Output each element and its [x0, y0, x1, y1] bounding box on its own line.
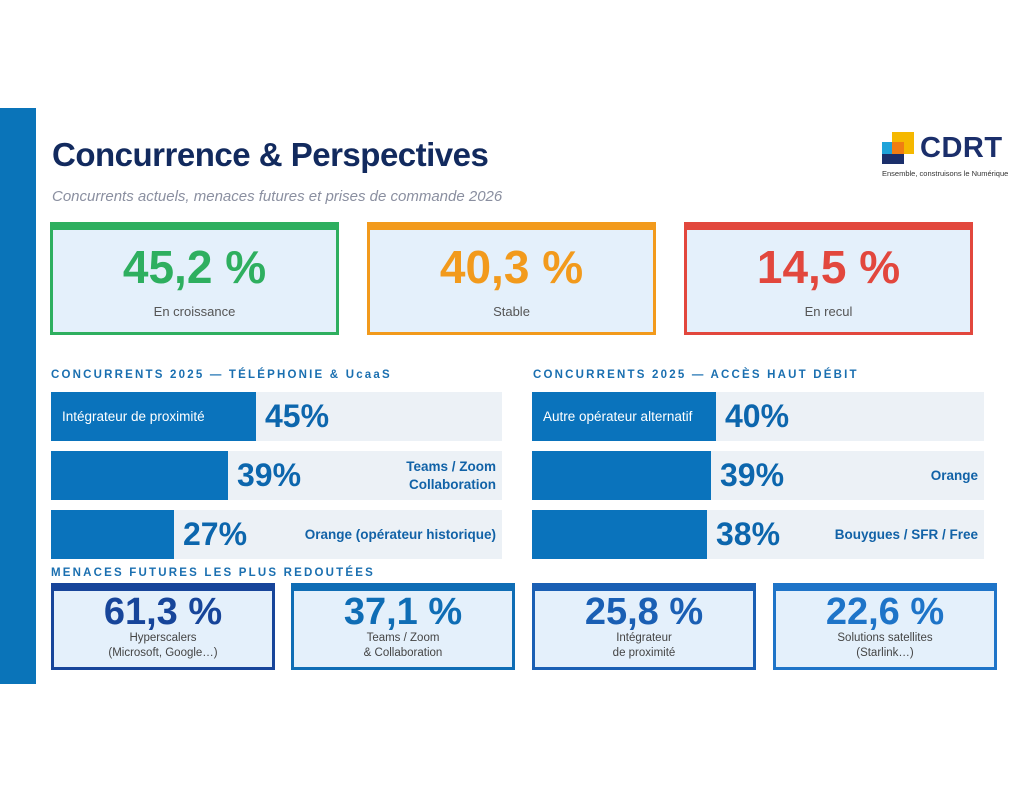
sidebar-accent-bar [0, 108, 36, 684]
kpi-label: En recul [804, 304, 853, 319]
bar-row: 38% Bouygues / SFR / Free [532, 510, 984, 559]
threat-card-satellites: 22,6 % Solutions satellites (Starlink…) [773, 583, 997, 670]
kpi-value: 14,5 % [756, 241, 901, 293]
bar-row: 27% Orange (opérateur historique) [51, 510, 502, 559]
bar-row: 39% Orange [532, 451, 984, 500]
section-title-menaces: MENACES FUTURES LES PLUS REDOUTÉES [51, 567, 375, 579]
bar-fill [51, 510, 174, 559]
bar-percent: 38% [716, 516, 781, 552]
threat-label: Teams / Zoom & Collaboration [363, 632, 443, 659]
kpi-label: En croissance [153, 304, 236, 319]
cdrt-logo-icon [882, 132, 914, 164]
bar-row: 45% Intégrateur de proximité [51, 392, 502, 441]
bar-percent: 45% [265, 398, 330, 434]
threat-value: 37,1 % [343, 591, 463, 633]
threat-card-integrateur: 25,8 % Intégrateur de proximité [532, 583, 756, 670]
threat-value: 61,3 % [103, 591, 223, 633]
bar-label: Orange [930, 467, 978, 483]
threat-label: Intégrateur de proximité [612, 632, 676, 659]
bar-fill [532, 392, 716, 441]
bar-label: Orange (opérateur historique) [304, 526, 496, 542]
bar-percent: 40% [725, 398, 790, 434]
threat-value: 25,8 % [584, 591, 704, 633]
bar-row: 40% Autre opérateur alternatif [532, 392, 984, 441]
kpi-card-recul: 14,5 % En recul [684, 222, 973, 335]
bar-percent: 39% [237, 457, 302, 493]
bar-fill [532, 510, 707, 559]
cdrt-logo: CDRT Ensemble, construisons le Numérique [882, 132, 1018, 180]
kpi-card-croissance: 45,2 % En croissance [50, 222, 339, 335]
bar-label: Bouygues / SFR / Free [834, 526, 978, 542]
threat-card-teams-zoom: 37,1 % Teams / Zoom & Collaboration [291, 583, 515, 670]
section-title-haut-debit: CONCURRENTS 2025 — ACCÈS HAUT DÉBIT [533, 369, 859, 381]
page-subtitle: Concurrents actuels, menaces futures et … [52, 188, 503, 205]
kpi-value: 40,3 % [439, 241, 584, 293]
threat-value: 22,6 % [825, 591, 945, 633]
bar-percent: 39% [720, 457, 785, 493]
kpi-label: Stable [493, 304, 530, 319]
logo-tagline: Ensemble, construisons le Numérique [882, 169, 1009, 178]
bar-label: Teams / Zoom Collaboration [406, 458, 496, 492]
bar-row: 39% Teams / Zoom Collaboration [51, 451, 502, 500]
bar-label: Autre opérateur alternatif [543, 409, 693, 424]
threat-label: Hyperscalers (Microsoft, Google…) [108, 632, 218, 659]
section-title-telephonie: CONCURRENTS 2025 — TÉLÉPHONIE & UcaaS [51, 369, 392, 381]
bar-fill [51, 451, 228, 500]
kpi-card-stable: 40,3 % Stable [367, 222, 656, 335]
bar-fill [532, 451, 711, 500]
page-title: Concurrence & Perspectives [52, 136, 489, 173]
threat-card-hyperscalers: 61,3 % Hyperscalers (Microsoft, Google…) [51, 583, 275, 670]
bar-percent: 27% [183, 516, 248, 552]
bar-label: Intégrateur de proximité [62, 409, 205, 424]
kpi-value: 45,2 % [122, 241, 267, 293]
bar-fill [51, 392, 256, 441]
logo-wordmark: CDRT [920, 132, 1003, 164]
threat-label: Solutions satellites (Starlink…) [837, 632, 933, 659]
